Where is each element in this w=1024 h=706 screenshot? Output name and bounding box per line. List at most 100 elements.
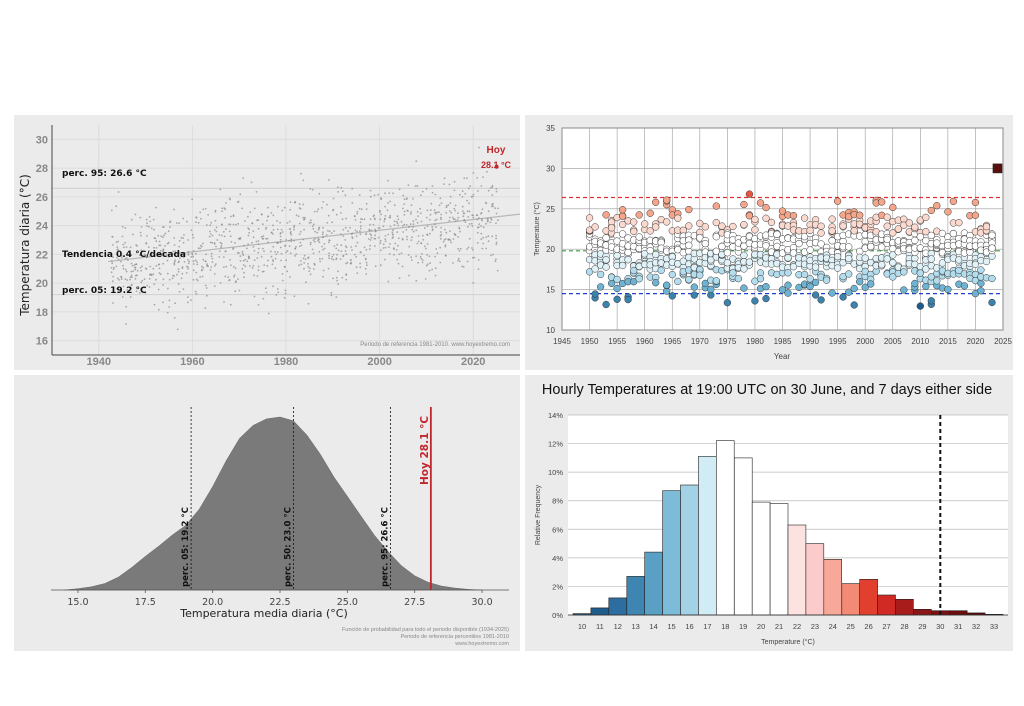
data-point bbox=[302, 216, 305, 219]
data-point bbox=[211, 241, 214, 244]
data-point bbox=[495, 241, 498, 244]
x-tick-label: 18 bbox=[721, 622, 729, 631]
data-point bbox=[372, 223, 375, 226]
data-point bbox=[202, 266, 205, 269]
data-point bbox=[461, 190, 464, 193]
x-tick-label: 2025 bbox=[994, 337, 1012, 346]
footer-line-3: www.hoyextremo.com bbox=[454, 641, 509, 647]
data-point bbox=[115, 241, 118, 244]
y-tick-label: 0% bbox=[552, 611, 563, 620]
data-point bbox=[252, 264, 255, 267]
data-point bbox=[153, 303, 156, 306]
data-point bbox=[471, 225, 474, 227]
data-point bbox=[359, 262, 361, 265]
data-point bbox=[431, 268, 433, 271]
data-point bbox=[412, 226, 415, 228]
data-point bbox=[130, 270, 133, 273]
data-point bbox=[426, 254, 428, 256]
data-point bbox=[332, 253, 335, 256]
data-point bbox=[405, 229, 408, 231]
data-point bbox=[363, 218, 366, 221]
data-point bbox=[784, 289, 792, 297]
histogram-bar bbox=[823, 559, 842, 616]
data-point bbox=[445, 206, 448, 209]
data-point bbox=[144, 254, 147, 257]
data-point bbox=[429, 262, 431, 265]
histogram-bar bbox=[662, 490, 681, 616]
data-point bbox=[817, 296, 825, 304]
data-point bbox=[630, 227, 638, 236]
data-point bbox=[210, 252, 213, 255]
data-point bbox=[439, 261, 442, 264]
data-point bbox=[279, 221, 281, 224]
data-point bbox=[157, 263, 160, 266]
data-point bbox=[674, 277, 682, 286]
data-point bbox=[302, 238, 305, 241]
x-tick-label: 1980 bbox=[746, 337, 764, 346]
data-point bbox=[190, 299, 192, 301]
data-point bbox=[309, 187, 312, 190]
data-point bbox=[314, 230, 316, 233]
data-point bbox=[178, 239, 181, 242]
data-point bbox=[426, 234, 429, 236]
data-point bbox=[377, 236, 380, 239]
data-point bbox=[723, 249, 732, 257]
data-point bbox=[685, 205, 693, 214]
data-point bbox=[331, 255, 334, 258]
data-point bbox=[252, 236, 255, 239]
data-point bbox=[477, 190, 479, 192]
data-point bbox=[701, 239, 709, 248]
data-point bbox=[379, 211, 381, 213]
data-point bbox=[358, 194, 361, 196]
data-point bbox=[257, 269, 260, 272]
data-point bbox=[257, 251, 260, 254]
data-point bbox=[140, 226, 143, 228]
histogram-bar bbox=[805, 543, 825, 616]
data-point bbox=[387, 202, 389, 204]
data-point bbox=[450, 211, 453, 214]
data-point bbox=[185, 220, 188, 223]
data-point bbox=[368, 248, 371, 251]
data-point bbox=[444, 245, 447, 248]
data-point bbox=[477, 259, 480, 261]
data-point bbox=[166, 311, 169, 314]
x-tick-label: 22.5 bbox=[269, 597, 290, 608]
data-point bbox=[187, 262, 190, 265]
data-point bbox=[373, 245, 376, 247]
data-point bbox=[356, 210, 359, 213]
data-point bbox=[393, 220, 396, 223]
data-point bbox=[262, 270, 265, 273]
data-point bbox=[696, 219, 704, 228]
data-point bbox=[828, 215, 836, 223]
data-point bbox=[216, 239, 219, 241]
data-point bbox=[367, 238, 370, 240]
data-point bbox=[345, 246, 348, 249]
data-point bbox=[204, 284, 207, 287]
data-point bbox=[424, 278, 427, 280]
data-point bbox=[740, 265, 748, 273]
data-point bbox=[327, 229, 329, 232]
data-point bbox=[806, 275, 814, 283]
data-point bbox=[466, 199, 469, 202]
data-point bbox=[253, 274, 255, 277]
data-point bbox=[439, 197, 442, 200]
data-point bbox=[370, 229, 373, 232]
data-point bbox=[218, 234, 221, 236]
data-point bbox=[480, 225, 482, 227]
data-point bbox=[712, 247, 720, 255]
data-point bbox=[387, 179, 389, 182]
data-point bbox=[130, 262, 133, 265]
data-point bbox=[426, 225, 429, 228]
data-point bbox=[475, 214, 478, 217]
data-point bbox=[696, 271, 704, 279]
data-point bbox=[321, 245, 323, 248]
data-point bbox=[712, 277, 720, 285]
data-point bbox=[303, 218, 306, 220]
data-point bbox=[257, 219, 260, 222]
data-point bbox=[228, 223, 231, 226]
data-point bbox=[239, 193, 242, 196]
data-point bbox=[922, 228, 930, 236]
data-point bbox=[277, 205, 279, 208]
data-point bbox=[213, 242, 216, 244]
data-point bbox=[336, 186, 339, 189]
